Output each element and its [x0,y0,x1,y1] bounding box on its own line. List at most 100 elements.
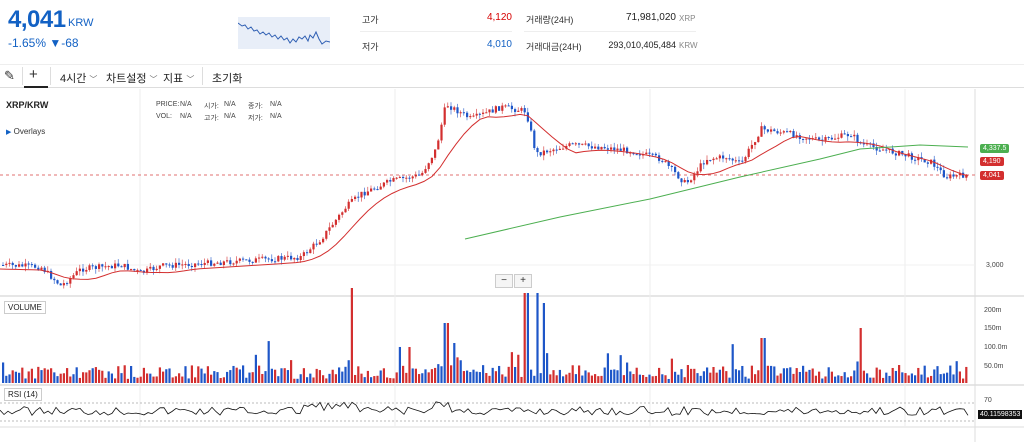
candle-body [386,180,389,183]
candle-body [341,212,344,215]
volume-bar [117,366,120,383]
volume-bar [216,372,219,383]
candle-body [392,178,395,182]
volume-bar [270,368,273,383]
candle-body [66,283,69,285]
volume-bar [434,367,437,383]
candle-body [110,266,113,269]
candle-body [258,257,261,259]
candle-body [293,257,296,260]
volume-axis-200m: 200m [984,307,1002,314]
candle-body [136,269,139,271]
candle-body [261,256,264,258]
volume-bar [312,377,315,383]
indicators-dropdown[interactable]: 지표 ﹀ [163,70,194,86]
volume-bar [194,377,197,383]
volume-bar [946,372,949,383]
reset-button[interactable]: 초기화 [212,73,243,85]
volume-bar [702,371,705,383]
volume-bar [200,368,203,383]
volume-bar [616,370,619,383]
volume-bar [82,372,85,383]
volume-bar [405,372,408,383]
volume-bar [926,377,929,383]
candle-body [219,262,222,266]
chart-settings-dropdown[interactable]: 차트설정 ﹀ [106,70,158,86]
candle-body [603,146,606,149]
volume-bar [62,373,65,383]
volume-bar [478,372,481,383]
candle-body [85,269,88,272]
candle-body [878,150,881,152]
volume-bar [178,373,181,383]
candle-body [11,262,14,266]
chart-symbol: XRP/KRW [6,100,49,110]
candle-body [248,259,251,262]
candle-body [722,155,725,159]
volume-bar [139,376,142,383]
volume-bar [370,377,373,383]
volume-bar [440,366,443,383]
candle-body [59,283,62,286]
volume-bar [619,355,622,383]
volume-bar [955,361,958,383]
candle-body [581,143,584,145]
candle-body [18,264,21,267]
volume-bar [626,362,629,383]
candle-body [606,148,609,150]
volume-bar [494,371,497,383]
candle-body [610,147,613,150]
volume-bar [222,377,225,383]
pencil-icon[interactable]: ✎ [4,68,15,83]
volume-bar [110,373,113,383]
candle-body [75,271,78,276]
volume-bar [251,372,254,383]
volume-bar [386,377,389,383]
volume-bar [213,371,216,383]
candle-body [853,134,856,137]
candle-body [267,258,270,260]
volume-bar [533,375,536,383]
volume-bar [264,371,267,383]
sparkline-chart [238,17,330,49]
interval-dropdown[interactable]: 4시간 ﹀ [60,70,97,86]
volume-24h-unit: XRP [679,14,696,23]
candle-body [178,262,181,265]
volume-bar [709,372,712,383]
candle-body [402,176,405,179]
volume-bar [88,370,91,383]
volume-bar [155,376,158,383]
candle-body [418,174,421,176]
candle-body [459,112,462,114]
crosshair-icon[interactable]: + [29,66,38,83]
candle-body [750,144,753,149]
candle-body [302,252,305,257]
volume-bar [107,371,110,383]
candle-body [446,106,449,108]
candle-body [251,261,254,263]
chart-canvas[interactable] [0,89,1024,442]
overlays-toggle[interactable]: ▶ Overlays [6,127,45,136]
candle-body [792,131,795,138]
indicators-label: 지표 [163,73,184,85]
volume-bar [718,369,721,383]
candle-body [408,177,411,179]
volume-bar [741,365,744,383]
change-absolute: ▼-68 [49,36,79,50]
candle-body [872,143,875,147]
zoom-out-button[interactable]: − [495,274,513,288]
volume-bar [34,378,37,383]
volume-bar [744,376,747,383]
candle-body [5,263,8,266]
candle-body [680,178,683,183]
volume-bar [578,365,581,383]
candle-body [731,158,734,161]
chart-container[interactable]: XRP/KRW ▶ Overlays PRICE: N/A 시가: N/A 종가… [0,89,1024,442]
candle-body [194,263,197,268]
zoom-in-button[interactable]: + [514,274,532,288]
candle-body [133,268,136,271]
volume-bar [581,375,584,383]
rsi-panel-label: RSI (14) [4,388,42,401]
volume-bar [597,376,600,383]
candle-body [510,105,513,110]
